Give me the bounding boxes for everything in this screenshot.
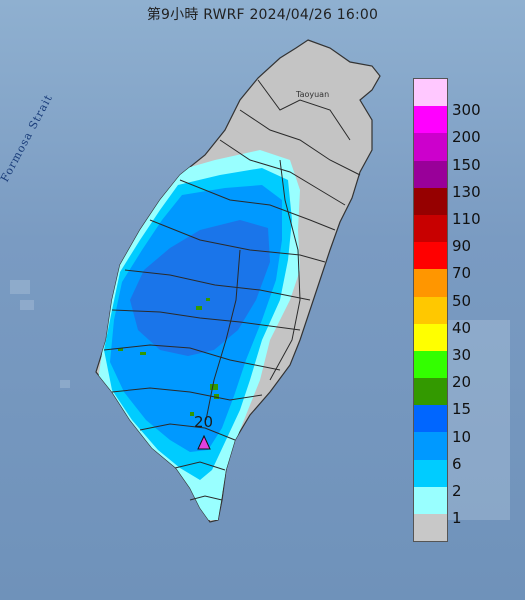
legend-label: 6 xyxy=(452,454,462,473)
legend-label: 1 xyxy=(452,509,462,528)
legend-label: 30 xyxy=(452,346,472,364)
boundary-lines xyxy=(103,79,361,501)
rain-15mm-area xyxy=(118,298,219,416)
legend-swatch xyxy=(414,514,447,542)
legend-swatch xyxy=(414,160,447,188)
rainfall-legend xyxy=(413,78,448,543)
legend-label: 200 xyxy=(452,128,481,147)
legend-label: 20 xyxy=(452,373,472,392)
legend-swatch xyxy=(414,459,447,487)
legend-label: 2 xyxy=(452,482,462,500)
legend-swatch xyxy=(414,269,447,297)
max-rain-marker-icon xyxy=(197,434,211,450)
legend-swatch xyxy=(414,187,447,215)
place-label-taoyuan: Taoyuan xyxy=(296,90,330,99)
legend-swatch xyxy=(414,133,447,161)
legend-swatch xyxy=(414,486,447,514)
map-title: 第9小時 RWRF 2024/04/26 16:00 xyxy=(146,7,379,23)
legend-label: 150 xyxy=(452,155,481,174)
legend-swatch xyxy=(414,106,447,134)
legend-swatch xyxy=(414,378,447,406)
legend-label: 110 xyxy=(452,210,481,228)
legend-label: 70 xyxy=(452,264,472,283)
legend-swatch xyxy=(414,432,447,460)
legend-label: 40 xyxy=(452,318,472,337)
legend-swatch xyxy=(414,350,447,379)
legend-swatch xyxy=(414,296,447,324)
legend-label: 130 xyxy=(452,182,481,201)
legend-label: 90 xyxy=(452,237,472,256)
legend-swatch xyxy=(414,405,447,433)
rainfall-field xyxy=(98,150,300,520)
legend-label: 300 xyxy=(452,101,481,120)
max-rain-marker-label: 20 xyxy=(194,413,214,431)
legend-swatch xyxy=(414,242,447,270)
legend-label: 10 xyxy=(452,427,472,446)
legend-label: 15 xyxy=(452,400,472,419)
legend-swatch xyxy=(414,79,447,107)
legend-swatch xyxy=(414,323,447,351)
legend-label: 50 xyxy=(452,291,472,310)
legend-swatch xyxy=(414,214,447,243)
